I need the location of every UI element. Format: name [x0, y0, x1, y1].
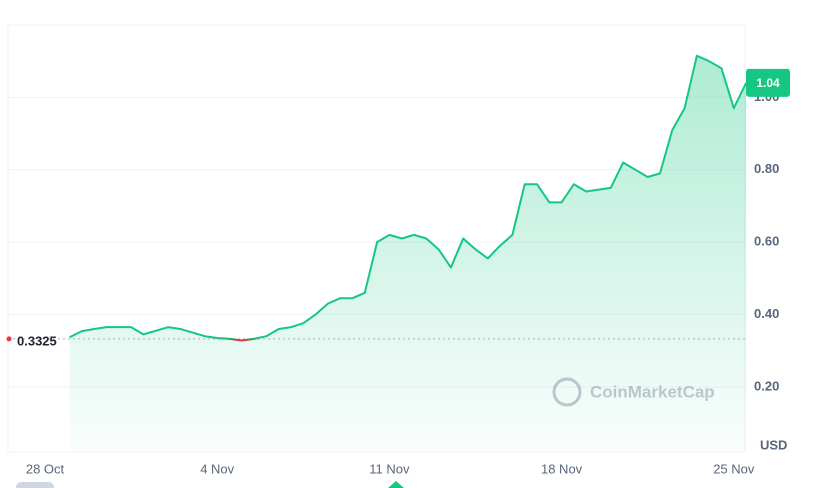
x-tick-label: 18 Nov — [541, 461, 583, 476]
y-tick-label: 0.60 — [754, 234, 779, 249]
x-tick-label: 11 Nov — [369, 461, 410, 476]
watermark-text: CoinMarketCap — [590, 382, 715, 401]
reference-dot — [6, 336, 12, 342]
x-tick-label: 4 Nov — [200, 461, 234, 476]
y-tick-label: 0.20 — [754, 378, 779, 393]
price-area — [69, 55, 747, 452]
x-tick-label: 25 Nov — [713, 461, 755, 476]
last-price-label: 1.04 — [756, 76, 780, 90]
y-axis-label: USD — [760, 437, 787, 452]
watermark: CoinMarketCap — [552, 377, 715, 407]
reference-label: 0.3325 — [17, 333, 57, 348]
plot — [6, 54, 747, 452]
scroll-handle — [16, 482, 54, 488]
y-tick-label: 0.40 — [754, 306, 779, 321]
y-tick-label: 0.80 — [754, 161, 779, 176]
watermark-logo — [552, 377, 582, 407]
last-price-badge — [746, 68, 790, 97]
x-tick-label: 28 Oct — [26, 461, 65, 476]
price-line — [69, 54, 747, 342]
marker — [388, 481, 404, 488]
